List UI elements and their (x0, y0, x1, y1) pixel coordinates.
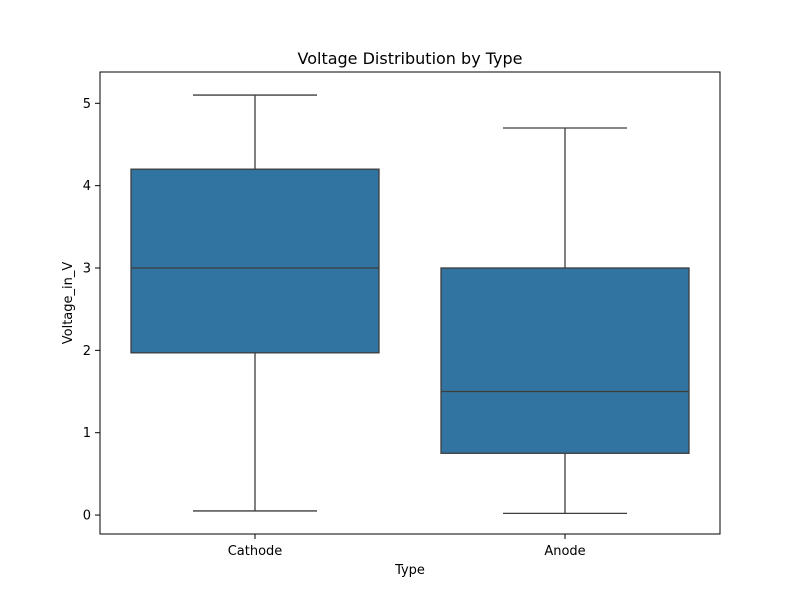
x-axis-label: Type (394, 563, 425, 578)
y-tick-label: 5 (83, 97, 91, 112)
y-tick-label: 3 (83, 262, 91, 277)
chart-title: Voltage Distribution by Type (298, 49, 523, 68)
y-tick-label: 2 (83, 344, 91, 359)
plot-area-frame (99, 71, 721, 535)
interquartile-box (440, 267, 690, 454)
box-anode (440, 127, 690, 515)
x-tick-label: Cathode (228, 544, 283, 559)
x-tick-label: Anode (544, 544, 585, 559)
y-axis-label: Voltage_in_V (61, 262, 76, 345)
y-tick-label: 1 (83, 426, 91, 441)
y-axis-ticks: 0 1 2 3 4 5 (83, 97, 100, 524)
y-tick-label: 0 (83, 509, 91, 524)
box-cathode (130, 94, 380, 512)
interquartile-box (130, 168, 380, 354)
x-axis-ticks: Cathode Anode (228, 534, 586, 559)
boxes-layer (130, 94, 690, 515)
y-tick-label: 4 (83, 179, 91, 194)
